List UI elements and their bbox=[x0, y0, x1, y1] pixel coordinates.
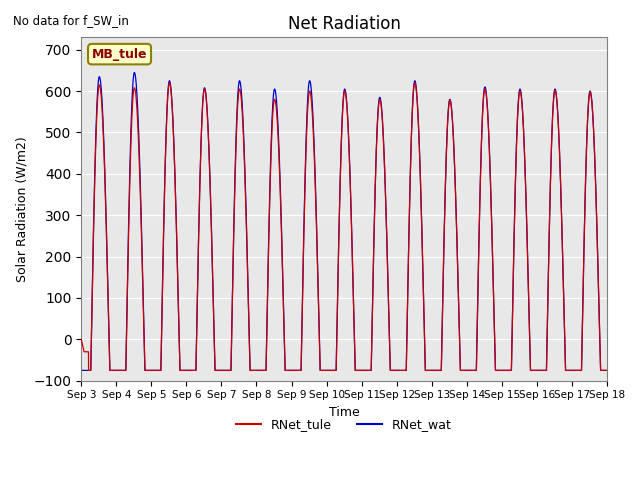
RNet_tule bbox=[492, 368, 500, 373]
RNet_tule bbox=[84, 368, 92, 373]
RNet_wat bbox=[603, 368, 611, 373]
RNet_tule bbox=[77, 336, 85, 342]
RNet_tule bbox=[324, 368, 332, 373]
RNet_tule bbox=[603, 368, 611, 373]
X-axis label: Time: Time bbox=[329, 406, 360, 419]
Y-axis label: Solar Radiation (W/m2): Solar Radiation (W/m2) bbox=[15, 136, 28, 282]
RNet_wat bbox=[433, 368, 440, 373]
Text: MB_tule: MB_tule bbox=[92, 48, 147, 60]
Legend: RNet_tule, RNet_wat: RNet_tule, RNet_wat bbox=[231, 413, 457, 436]
RNet_wat bbox=[172, 203, 180, 209]
RNet_tule bbox=[462, 368, 470, 373]
Title: Net Radiation: Net Radiation bbox=[287, 15, 401, 33]
RNet_tule bbox=[172, 208, 180, 214]
RNet_wat bbox=[492, 368, 499, 373]
Text: No data for f_SW_in: No data for f_SW_in bbox=[13, 14, 129, 27]
RNet_wat bbox=[131, 70, 138, 75]
Line: RNet_wat: RNet_wat bbox=[81, 72, 607, 371]
RNet_wat bbox=[602, 368, 610, 373]
RNet_tule bbox=[433, 368, 440, 373]
RNet_wat bbox=[77, 368, 85, 373]
RNet_wat bbox=[462, 368, 470, 373]
Line: RNet_tule: RNet_tule bbox=[81, 83, 607, 371]
RNet_tule bbox=[603, 368, 611, 373]
RNet_wat bbox=[324, 368, 332, 373]
RNet_tule bbox=[166, 80, 173, 86]
